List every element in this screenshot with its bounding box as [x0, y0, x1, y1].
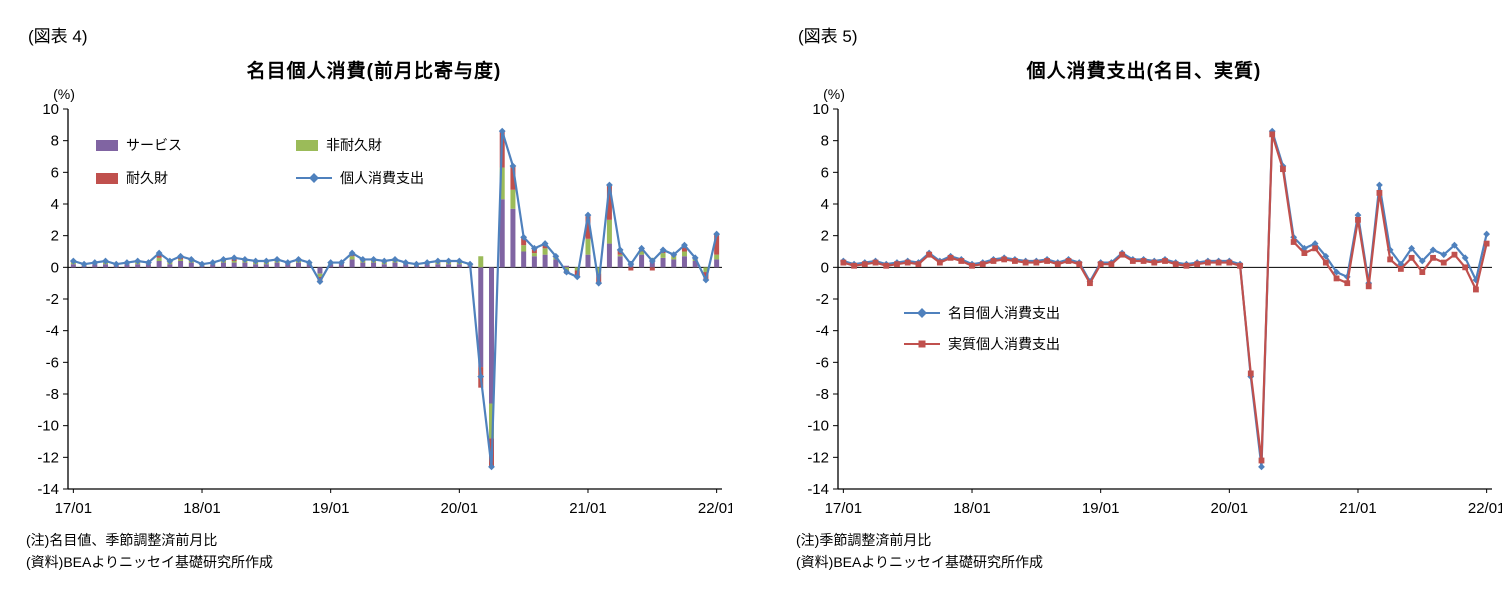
svg-text:2: 2 — [51, 228, 59, 245]
figure-5-label: (図表 5) — [798, 27, 858, 46]
figure-4-nominal-consumption-chart: (図表 4) 名目個人消費(前月比寄与度) -14 -12 -10 -8 -6 -4 -2 0… — [16, 22, 732, 573]
svg-text:-6: -6 — [46, 354, 59, 371]
legend-label-services: サービス — [126, 137, 182, 153]
figure-5-source-line: (資料)BEAよりニッセイ基礎研究所作成 — [796, 553, 1044, 570]
svg-text:-2: -2 — [46, 291, 59, 308]
diamond-marker-icon — [917, 308, 927, 318]
figure-4-source-line: (資料)BEAよりニッセイ基礎研究所作成 — [26, 553, 274, 570]
figure-4-plot-area: -14 -12 -10 -8 -6 -4 -2 0 2 4 6 8 10 17/01 18/01 19/01 2… — [16, 85, 732, 521]
figure-5-chart-canvas: -14 -12 -10 -8 -6 -4 -2 0 2 4 6 8 10 17/01 18/01 19/01 2… — [807, 86, 1502, 517]
svg-text:19/01: 19/01 — [1082, 500, 1120, 517]
figure-5-notes: (注)季節調整済前月比 (資料)BEAよりニッセイ基礎研究所作成 — [796, 530, 1502, 573]
svg-text:22/01: 22/01 — [1468, 500, 1502, 517]
svg-text:17/01: 17/01 — [55, 500, 93, 517]
svg-text:0: 0 — [51, 259, 59, 276]
svg-text:-12: -12 — [807, 449, 829, 466]
nondurables-swatch — [296, 139, 318, 151]
legend-item-services: サービス — [96, 135, 296, 155]
durables-swatch — [96, 172, 118, 184]
figure-5-note-line: (注)季節調整済前月比 — [796, 532, 932, 548]
diamond-marker-icon — [309, 173, 319, 183]
square-marker-icon — [918, 340, 926, 348]
figure-5-title: 個人消費支出(名目、実質) — [1026, 61, 1262, 82]
figure-4-legend: サービス 非耐久財 耐久財 個人消費支出 — [96, 135, 424, 188]
svg-text:(%): (%) — [823, 86, 845, 102]
svg-text:8: 8 — [821, 133, 829, 150]
svg-text:6: 6 — [51, 164, 59, 181]
svg-text:(%): (%) — [53, 86, 75, 102]
svg-text:10: 10 — [812, 101, 829, 118]
nominal-pce-line-swatch — [904, 308, 940, 318]
svg-text:18/01: 18/01 — [953, 500, 991, 517]
figure-4-note-line: (注)名目値、季節調整済前月比 — [26, 532, 218, 548]
svg-text:-8: -8 — [46, 386, 59, 403]
svg-text:21/01: 21/01 — [1339, 500, 1377, 517]
svg-text:-10: -10 — [37, 418, 59, 435]
svg-text:18/01: 18/01 — [183, 500, 221, 517]
legend-label-real-pce: 実質個人消費支出 — [948, 336, 1060, 352]
legend-item-real-pce: 実質個人消費支出 — [904, 334, 1060, 354]
real-pce-line-swatch — [904, 340, 940, 349]
svg-text:17/01: 17/01 — [825, 500, 863, 517]
svg-text:-8: -8 — [816, 386, 829, 403]
legend-label-nondurables: 非耐久財 — [326, 137, 382, 153]
legend-label-pce-total: 個人消費支出 — [340, 170, 424, 186]
svg-text:-4: -4 — [46, 323, 59, 340]
svg-text:-6: -6 — [816, 354, 829, 371]
pce-line-swatch — [296, 173, 332, 183]
legend-item-nondurables: 非耐久財 — [296, 135, 424, 155]
svg-text:-14: -14 — [807, 481, 829, 498]
svg-text:10: 10 — [42, 101, 59, 118]
legend-item-pce-total: 個人消費支出 — [296, 168, 424, 188]
svg-text:-10: -10 — [807, 418, 829, 435]
svg-text:2: 2 — [821, 228, 829, 245]
svg-text:6: 6 — [821, 164, 829, 181]
svg-text:-12: -12 — [37, 449, 59, 466]
legend-item-durables: 耐久財 — [96, 168, 296, 188]
svg-text:-14: -14 — [37, 481, 59, 498]
figure-5-legend: 名目個人消費支出 実質個人消費支出 — [904, 303, 1060, 354]
svg-text:20/01: 20/01 — [1211, 500, 1249, 517]
figure-4-label: (図表 4) — [28, 27, 88, 46]
services-swatch — [96, 139, 118, 151]
svg-text:19/01: 19/01 — [312, 500, 350, 517]
figure-4-title: 名目個人消費(前月比寄与度) — [246, 61, 502, 82]
figure-5-pce-nominal-real-chart: (図表 5) 個人消費支出(名目、実質) -14 -12 -10 -8 -6 -4 -2 0 2… — [786, 22, 1502, 573]
svg-text:21/01: 21/01 — [569, 500, 607, 517]
figure-4-chart-canvas: -14 -12 -10 -8 -6 -4 -2 0 2 4 6 8 10 17/01 18/01 19/01 2… — [37, 86, 732, 517]
legend-item-nominal-pce: 名目個人消費支出 — [904, 303, 1060, 323]
svg-text:-4: -4 — [816, 323, 829, 340]
svg-text:20/01: 20/01 — [441, 500, 479, 517]
svg-text:8: 8 — [51, 133, 59, 150]
figure-5-plot-area: -14 -12 -10 -8 -6 -4 -2 0 2 4 6 8 10 17/01 18/01 19/01 2… — [786, 85, 1502, 521]
svg-text:4: 4 — [821, 196, 829, 213]
figure-4-notes: (注)名目値、季節調整済前月比 (資料)BEAよりニッセイ基礎研究所作成 — [26, 530, 732, 573]
legend-label-durables: 耐久財 — [126, 170, 168, 186]
svg-text:22/01: 22/01 — [698, 500, 732, 517]
svg-text:4: 4 — [51, 196, 59, 213]
svg-text:0: 0 — [821, 259, 829, 276]
legend-label-nominal-pce: 名目個人消費支出 — [948, 305, 1060, 321]
svg-text:-2: -2 — [816, 291, 829, 308]
